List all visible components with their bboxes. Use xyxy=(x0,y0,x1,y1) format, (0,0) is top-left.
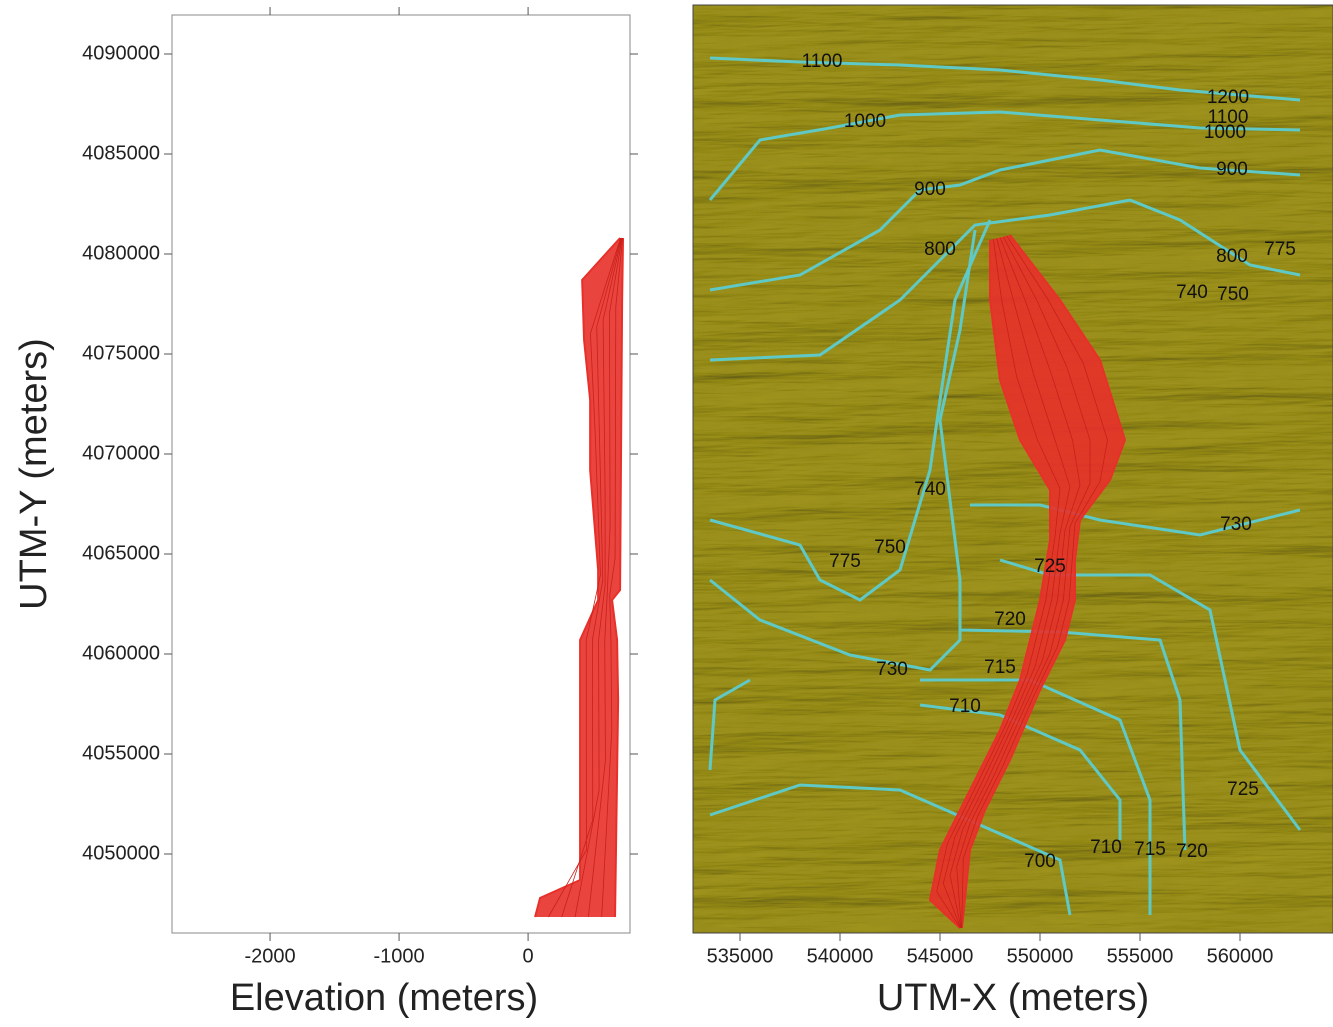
y-tick-label: 4085000 xyxy=(82,142,160,164)
contour-label: 730 xyxy=(1220,514,1252,535)
contour-label: 715 xyxy=(984,657,1016,678)
y-tick-label: 4065000 xyxy=(82,542,160,564)
y-tick-label: 4070000 xyxy=(82,442,160,464)
contour-label: 800 xyxy=(924,239,956,260)
contour-label: 710 xyxy=(1090,837,1122,858)
x-tick-label: -2000 xyxy=(244,945,295,967)
contour-label: 775 xyxy=(829,551,861,572)
plot-frame xyxy=(172,15,630,933)
y-tick-label: 4050000 xyxy=(82,842,160,864)
contour-label: 720 xyxy=(994,609,1026,630)
contour-label: 725 xyxy=(1034,556,1066,577)
contour-label: 900 xyxy=(914,179,946,200)
contour-label: 740 xyxy=(914,479,946,500)
contour-label: 700 xyxy=(1024,851,1056,872)
contour-label: 1000 xyxy=(844,111,886,132)
contour-label: 1100 xyxy=(802,51,843,72)
contour-label: 750 xyxy=(1217,284,1249,305)
contour-label: 1200 xyxy=(1207,87,1249,108)
x-tick-label: 550000 xyxy=(1007,945,1074,967)
contour-label: 730 xyxy=(876,659,908,680)
contour-label: 740 xyxy=(1176,282,1208,303)
contour-label: 900 xyxy=(1216,159,1248,180)
contour-label: 715 xyxy=(1134,839,1166,860)
x-axis-title: Elevation (meters) xyxy=(230,977,538,1019)
contour-label: 800 xyxy=(1216,246,1248,267)
contour-label: 710 xyxy=(949,696,981,717)
y-tick-label: 4055000 xyxy=(82,742,160,764)
y-axis-title: UTM-Y (meters) xyxy=(13,338,55,610)
contour-label: 720 xyxy=(1176,841,1208,862)
x-tick-label: 540000 xyxy=(807,945,874,967)
x-tick-label: 535000 xyxy=(707,945,774,967)
y-tick-label: 4060000 xyxy=(82,642,160,664)
contour-label: 725 xyxy=(1227,779,1259,800)
contour-label: 750 xyxy=(874,537,906,558)
x-tick-label: -1000 xyxy=(373,945,424,967)
x-tick-label: 555000 xyxy=(1107,945,1174,967)
y-tick-label: 4075000 xyxy=(82,342,160,364)
x-tick-label: 0 xyxy=(523,945,534,967)
contour-label: 775 xyxy=(1264,239,1296,260)
x-axis-title: UTM-X (meters) xyxy=(877,977,1149,1019)
y-tick-label: 4080000 xyxy=(82,242,160,264)
figure: Elevation (meters) UTM-Y (meters) UTM-X … xyxy=(0,0,1333,1027)
x-tick-label: 560000 xyxy=(1207,945,1274,967)
contour-label: 1000 xyxy=(1204,122,1246,143)
y-tick-label: 4090000 xyxy=(82,42,160,64)
x-tick-label: 545000 xyxy=(907,945,974,967)
